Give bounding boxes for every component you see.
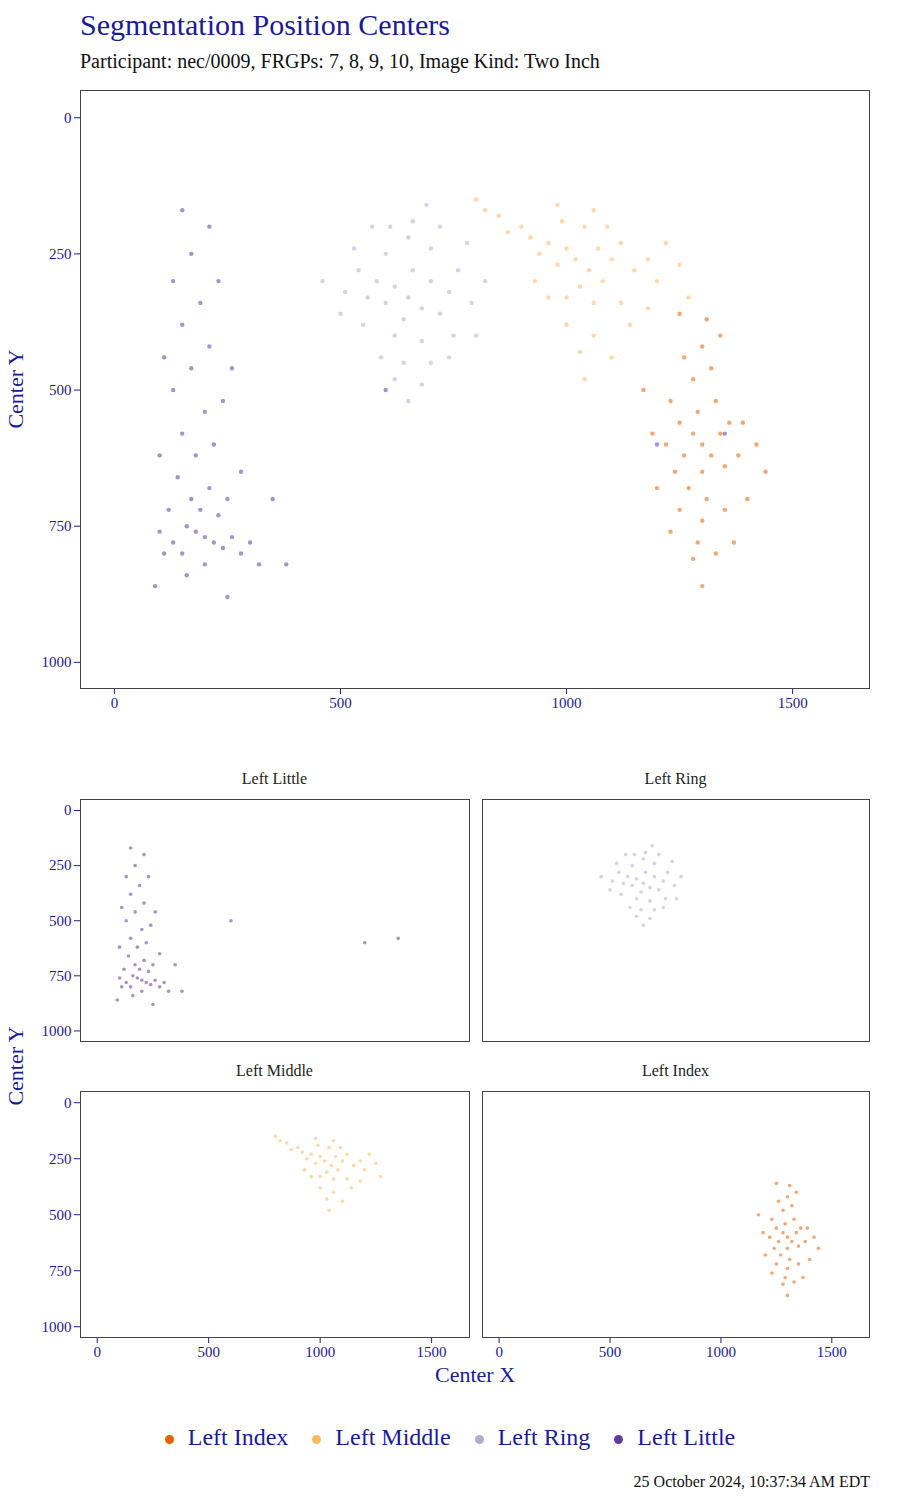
svg-text:0: 0 bbox=[64, 110, 72, 126]
svg-text:1500: 1500 bbox=[817, 1344, 847, 1360]
svg-text:1000: 1000 bbox=[42, 654, 72, 670]
svg-text:750: 750 bbox=[49, 968, 72, 984]
html-text:Left Middle: Left Middle bbox=[236, 1062, 313, 1079]
svg-text:1000: 1000 bbox=[42, 1023, 72, 1039]
svg-text:750: 750 bbox=[49, 1263, 72, 1279]
svg-text:500: 500 bbox=[197, 1344, 220, 1360]
svg-text:1000: 1000 bbox=[42, 1319, 72, 1335]
svg-text:1000: 1000 bbox=[706, 1344, 736, 1360]
svg-text:750: 750 bbox=[49, 518, 72, 534]
html-text:Left Little: Left Little bbox=[241, 770, 308, 787]
html-text:Left Ring: Left Ring bbox=[497, 1424, 591, 1450]
html-text:Center X: Center X bbox=[435, 1362, 515, 1387]
html-text:Center Y: Center Y bbox=[3, 1026, 28, 1106]
html-text:Left Index: Left Index bbox=[642, 1062, 709, 1079]
html-text:Participant: nec/0009, FRGPs:: Participant: nec/0009, FRGPs: 7, 8, 9, 1… bbox=[80, 50, 600, 72]
svg-text:500: 500 bbox=[49, 1207, 72, 1223]
html-text:Left Index: Left Index bbox=[187, 1424, 289, 1450]
svg-text:0: 0 bbox=[111, 695, 119, 711]
svg-text:500: 500 bbox=[329, 695, 352, 711]
html-text:Segmentation Position Centers: Segmentation Position Centers bbox=[80, 8, 450, 41]
html-text:Center Y: Center Y bbox=[3, 349, 28, 429]
html-text:Left Ring: Left Ring bbox=[644, 770, 707, 787]
svg-text:1500: 1500 bbox=[778, 695, 808, 711]
svg-text:1000: 1000 bbox=[305, 1344, 335, 1360]
svg-text:250: 250 bbox=[49, 246, 72, 262]
svg-text:500: 500 bbox=[49, 382, 72, 398]
html-text:25 October 2024, 10:37:34 AM E: 25 October 2024, 10:37:34 AM EDT bbox=[633, 1473, 870, 1490]
svg-text:500: 500 bbox=[599, 1344, 622, 1360]
html-text:Left Middle: Left Middle bbox=[335, 1424, 451, 1450]
svg-text:0: 0 bbox=[64, 1095, 72, 1111]
svg-text:0: 0 bbox=[93, 1344, 101, 1360]
svg-text:1500: 1500 bbox=[417, 1344, 447, 1360]
svg-text:500: 500 bbox=[49, 913, 72, 929]
svg-text:0: 0 bbox=[495, 1344, 503, 1360]
svg-text:0: 0 bbox=[64, 802, 72, 818]
svg-text:250: 250 bbox=[49, 857, 72, 873]
svg-text:1000: 1000 bbox=[552, 695, 582, 711]
svg-text:250: 250 bbox=[49, 1151, 72, 1167]
html-text:Left Little: Left Little bbox=[637, 1424, 736, 1450]
